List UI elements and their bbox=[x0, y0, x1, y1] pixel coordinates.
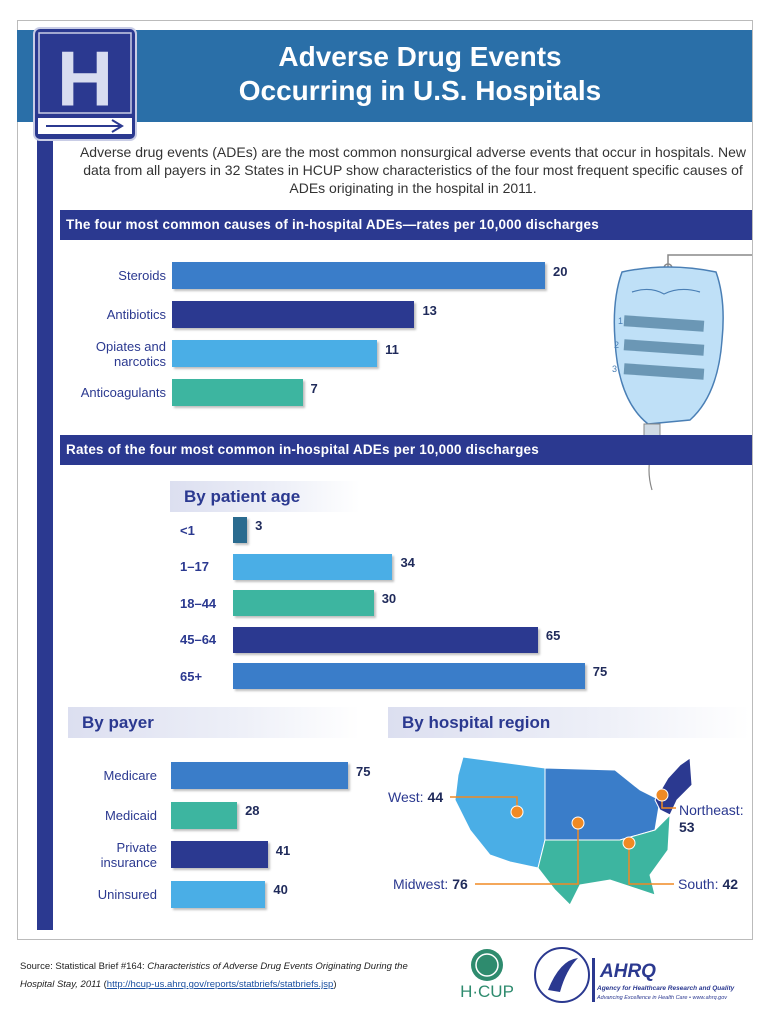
bar bbox=[233, 663, 585, 689]
bar bbox=[171, 762, 348, 789]
region-dot bbox=[571, 816, 585, 830]
category-label: Antibiotics bbox=[106, 307, 166, 322]
logo: H bbox=[33, 27, 137, 141]
source-link[interactable]: http://hcup-us.ahrq.gov/reports/statbrie… bbox=[106, 979, 334, 990]
source-paren: ( bbox=[100, 979, 107, 990]
footer-logos: H·CUP AHRQ Agency for Healthcare Researc… bbox=[460, 947, 735, 1003]
bar bbox=[171, 841, 268, 868]
hcup-logo: H·CUP bbox=[460, 982, 514, 1001]
bar bbox=[233, 626, 538, 653]
category-label: 1–17 bbox=[180, 559, 209, 574]
side-bar bbox=[37, 122, 53, 930]
region-dot bbox=[655, 788, 669, 802]
bar bbox=[172, 340, 378, 367]
source: Source: Statistical Brief #164: Characte… bbox=[20, 958, 440, 994]
bar bbox=[172, 262, 545, 289]
bar bbox=[233, 517, 248, 543]
ahrq-name: Agency for Healthcare Research and Quali… bbox=[596, 985, 735, 992]
ahrq-tagline: Advancing Excellence in Health Care • ww… bbox=[596, 995, 728, 1001]
category-label: Medicaid bbox=[104, 807, 157, 823]
region-dot bbox=[510, 805, 524, 819]
region-label: West: bbox=[388, 789, 424, 805]
category-label: 65+ bbox=[180, 668, 203, 684]
region-value: 53 bbox=[679, 819, 695, 835]
region-value: 76 bbox=[452, 876, 468, 892]
bar bbox=[172, 301, 415, 328]
section-header: The four most common causes of in-hospit… bbox=[60, 210, 752, 240]
category-label: Uninsured bbox=[97, 886, 157, 902]
region-value: 44 bbox=[428, 789, 444, 805]
value-label: 34 bbox=[400, 554, 415, 570]
subsection-header: By hospital region bbox=[388, 707, 750, 738]
category-label: <1 bbox=[180, 522, 195, 538]
region-west bbox=[454, 756, 546, 869]
value-label: 11 bbox=[385, 341, 399, 357]
region-label: South: bbox=[678, 876, 718, 892]
iv-mark: 2 bbox=[614, 340, 619, 350]
subsection-header: By payer bbox=[68, 707, 360, 738]
region-dot bbox=[622, 836, 636, 850]
value-label: 41 bbox=[275, 842, 291, 858]
iv-mark: 3 bbox=[612, 364, 617, 374]
title-line: Occurring in U.S. Hospitals bbox=[238, 75, 602, 106]
source-prefix: Source: Statistical Brief #164: bbox=[20, 961, 148, 972]
value-label: 28 bbox=[245, 803, 260, 818]
value-label: 40 bbox=[273, 882, 288, 897]
frame bbox=[17, 20, 753, 940]
value-label: 75 bbox=[592, 664, 608, 679]
region-value: 42 bbox=[722, 876, 738, 892]
category-label: Steroids bbox=[118, 268, 166, 283]
region-label: Northeast: bbox=[679, 802, 744, 818]
category-label: Opiates and narcotics bbox=[95, 338, 166, 369]
title: Adverse Drug Events Occurring in U.S. Ho… bbox=[170, 40, 670, 108]
source-title: Characteristics of Adverse Drug Events O… bbox=[20, 961, 408, 990]
subsection-header: By patient age bbox=[170, 481, 360, 512]
category-label: Private insurance bbox=[100, 839, 157, 870]
bar bbox=[172, 379, 303, 406]
intro: Adverse drug events (ADEs) are the most … bbox=[79, 144, 747, 196]
bar bbox=[233, 590, 374, 616]
category-label: Medicare bbox=[103, 768, 157, 783]
region-label: Midwest: bbox=[393, 876, 448, 892]
us-map bbox=[450, 756, 693, 906]
iv-bag: 1 2 3 bbox=[612, 254, 752, 491]
value-label: 65 bbox=[545, 627, 561, 643]
logo-letter: H bbox=[57, 35, 113, 123]
value-label: 7 bbox=[310, 380, 318, 396]
region-midwest bbox=[544, 767, 661, 841]
category-label: Anticoagulants bbox=[80, 385, 166, 400]
value-label: 75 bbox=[356, 763, 371, 779]
value-label: 3 bbox=[255, 518, 263, 533]
bar bbox=[171, 801, 238, 829]
section-header: Rates of the four most common in-hospita… bbox=[60, 435, 752, 465]
bar bbox=[171, 880, 266, 908]
value-label: 30 bbox=[381, 591, 397, 606]
value-label: 20 bbox=[553, 263, 568, 279]
source-paren: ) bbox=[333, 979, 337, 990]
category-label: 45–64 bbox=[180, 632, 217, 647]
iv-mark: 1 bbox=[618, 316, 623, 326]
value-label: 13 bbox=[422, 302, 437, 318]
bar bbox=[233, 553, 393, 580]
category-label: 18–44 bbox=[180, 595, 217, 611]
title-line: Adverse Drug Events bbox=[278, 41, 562, 72]
header-band bbox=[17, 30, 752, 122]
region-south bbox=[537, 813, 671, 906]
ahrq-logo: AHRQ bbox=[599, 961, 656, 982]
